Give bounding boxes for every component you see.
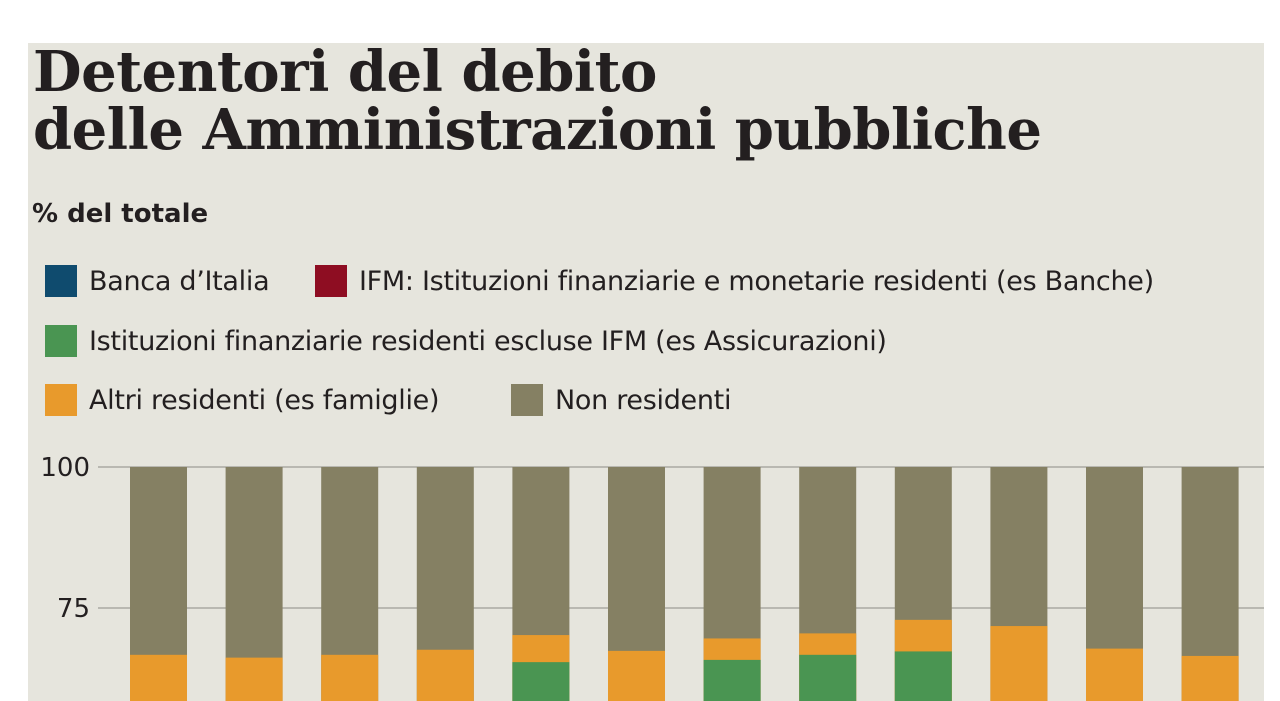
- legend-swatch: [511, 384, 543, 416]
- legend-item-altri-residenti: Altri residenti (es famiglie): [45, 384, 440, 416]
- legend-item-non-residenti: Non residenti: [511, 384, 731, 416]
- legend-item-istituzioni-finanziarie: Istituzioni finanziarie residenti esclus…: [45, 325, 887, 357]
- bar-segment-2-series-2: [225, 657, 283, 701]
- legend-swatch: [45, 265, 77, 297]
- legend-label: IFM: Istituzioni finanziarie e monetarie…: [359, 265, 1154, 297]
- bar-segment-12-series-2: [1181, 655, 1239, 701]
- title-line-1: Detentori del debito: [33, 43, 657, 105]
- legend-swatch: [315, 265, 347, 297]
- bar-segment-4-series-2: [416, 649, 474, 701]
- legend-label: Istituzioni finanziarie residenti esclus…: [89, 325, 887, 357]
- legend-swatch: [45, 325, 77, 357]
- legend-label: Altri residenti (es famiglie): [89, 384, 440, 416]
- legend-label: Banca d’Italia: [89, 265, 270, 297]
- y-tick-label-75: 75: [57, 594, 90, 624]
- chart-subtitle: % del totale: [32, 199, 209, 229]
- bar-segment-5-series-1: [512, 662, 570, 701]
- bar-segment-7-series-1: [703, 659, 761, 701]
- bar-segment-1-series-2: [130, 654, 187, 701]
- bar-segment-3-series-2: [321, 654, 379, 701]
- y-tick-label-100: 100: [40, 453, 90, 483]
- bar-segment-9-series-1: [894, 651, 952, 701]
- bar-segment-10-series-2: [990, 626, 1048, 701]
- bar-segment-11-series-2: [1086, 648, 1143, 701]
- legend-swatch: [45, 384, 77, 416]
- chart-title: Detentori del debito delle Amministrazio…: [33, 43, 1042, 159]
- legend-label: Non residenti: [555, 384, 732, 416]
- legend-item-ifm: IFM: Istituzioni finanziarie e monetarie…: [315, 265, 1154, 297]
- title-line-2: delle Amministrazioni pubbliche: [33, 97, 1042, 163]
- bar-segment-8-series-1: [799, 654, 857, 701]
- bar-segment-6-series-2: [608, 650, 665, 701]
- legend-item-banca-italia: Banca d’Italia: [45, 265, 270, 297]
